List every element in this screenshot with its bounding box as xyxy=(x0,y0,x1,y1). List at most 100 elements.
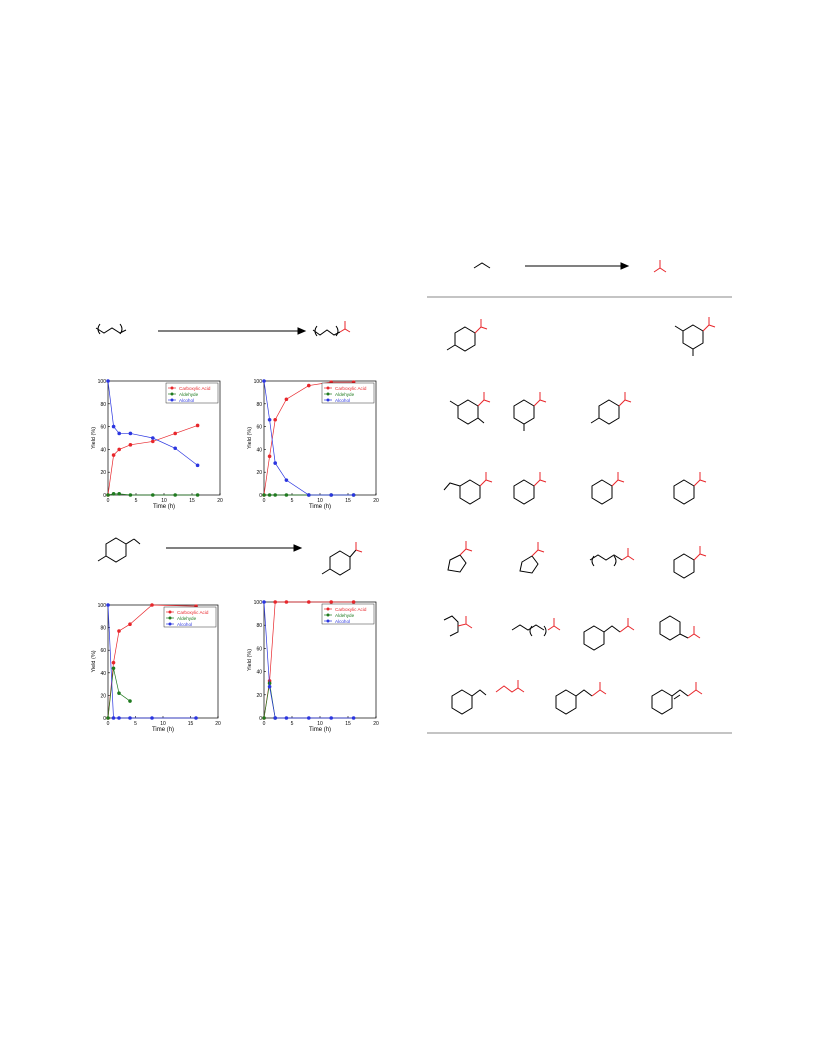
substrate-2-ethylbutanoic-acid xyxy=(443,615,473,637)
data-point xyxy=(262,493,266,497)
data-point xyxy=(307,383,311,388)
data-point xyxy=(329,600,334,604)
x-axis-label: Time (h) xyxy=(153,504,175,510)
y-tick-label: 100 xyxy=(254,379,263,385)
y-tick-label: 80 xyxy=(256,402,262,408)
substrate-long-chain-acid xyxy=(511,618,561,637)
data-point xyxy=(117,447,121,452)
data-point xyxy=(273,716,278,720)
legend-label: Carboxylic Acid xyxy=(335,607,367,612)
data-point xyxy=(267,454,272,459)
data-point xyxy=(307,600,311,604)
y-tick-label: 0 xyxy=(259,493,262,499)
data-point xyxy=(329,716,334,720)
data-point xyxy=(267,684,272,689)
data-point xyxy=(173,446,177,451)
reactant-structure-1 xyxy=(95,327,127,334)
legend-marker xyxy=(168,610,172,614)
legend-box xyxy=(165,382,219,404)
data-point xyxy=(284,493,289,497)
x-tick-label: 10 xyxy=(161,498,167,504)
data-point xyxy=(128,493,133,497)
legend-marker xyxy=(326,613,330,617)
substrate-benzoic-acid-a xyxy=(513,472,547,505)
data-point xyxy=(173,431,177,436)
substrate-table xyxy=(427,260,732,734)
y-tick-label: 60 xyxy=(100,425,106,431)
substrate-4-methylbenzoic-acid-b xyxy=(590,392,632,425)
legend-label: Carboxylic Acid xyxy=(177,610,209,615)
x-tick-label: 0 xyxy=(107,721,110,727)
legend-label: Alcohol xyxy=(335,619,350,624)
yield-chart-1: 0 5 10 15 20 0 20 40 60 80 100 Time (h) Yield (%) Car… xyxy=(91,379,223,510)
data-point xyxy=(262,379,266,383)
data-point xyxy=(273,461,278,465)
data-point xyxy=(111,716,116,720)
substrate-3-phenylpropanoic-acid-a xyxy=(583,618,635,651)
substrate-2-4-dimethylbenzoic-acid xyxy=(449,392,491,425)
data-point xyxy=(117,431,121,436)
data-point xyxy=(273,493,278,497)
y-axis-label: Yield (%) xyxy=(91,427,97,449)
legend-label: Aldehyde xyxy=(335,613,355,618)
data-point xyxy=(351,716,356,720)
series-line xyxy=(107,425,198,496)
y-tick-label: 60 xyxy=(100,648,106,654)
legend-box xyxy=(163,606,217,628)
data-point xyxy=(284,716,289,720)
data-point xyxy=(106,379,110,383)
substrate-indane-acid xyxy=(443,472,493,505)
data-point xyxy=(273,417,278,422)
legend-marker xyxy=(170,398,174,402)
data-point xyxy=(150,603,154,607)
reaction-scheme-1 xyxy=(95,321,351,337)
y-tick-label: 0 xyxy=(103,716,106,722)
y-tick-label: 0 xyxy=(103,493,106,499)
x-axis-label: Time (h) xyxy=(309,727,331,733)
data-point xyxy=(117,716,121,720)
y-tick-label: 0 xyxy=(259,716,262,722)
data-point xyxy=(128,443,133,447)
y-tick-label: 40 xyxy=(256,447,262,453)
data-point xyxy=(128,716,132,720)
series-line xyxy=(107,668,131,719)
data-point xyxy=(128,622,132,627)
x-tick-label: 5 xyxy=(291,721,294,727)
x-tick-label: 10 xyxy=(317,721,323,727)
substrate-benzoic-acid-c xyxy=(673,472,707,505)
series-line xyxy=(107,604,196,719)
data-point xyxy=(267,417,272,422)
legend-label: Alcohol xyxy=(335,398,350,403)
x-tick-label: 5 xyxy=(135,498,138,504)
data-point xyxy=(267,493,272,497)
data-point xyxy=(106,493,110,497)
y-axis-label: Yield (%) xyxy=(247,649,253,671)
legend-marker xyxy=(170,386,174,390)
substrate-alkanoic-acid xyxy=(589,548,635,567)
data-point xyxy=(284,600,289,604)
y-tick-label: 60 xyxy=(256,425,262,431)
data-point xyxy=(111,666,116,671)
data-point xyxy=(111,660,116,665)
y-tick-label: 80 xyxy=(100,626,106,632)
data-point xyxy=(106,603,110,607)
x-tick-label: 5 xyxy=(291,498,294,504)
legend-label: Carboxylic Acid xyxy=(335,386,367,391)
data-point xyxy=(117,492,121,496)
substrate-4-phenylbutanoic-acid xyxy=(451,680,525,715)
legend-label: Alcohol xyxy=(177,622,192,627)
series-line xyxy=(107,604,197,719)
x-tick-label: 10 xyxy=(317,498,323,504)
data-point xyxy=(262,716,266,720)
x-tick-label: 15 xyxy=(189,498,195,504)
data-point xyxy=(284,478,289,482)
x-tick-label: 20 xyxy=(215,721,221,727)
substrate-benzoic-acid-b xyxy=(591,472,625,505)
legend-label: Alcohol xyxy=(179,398,194,403)
y-tick-label: 80 xyxy=(256,623,262,629)
legend-label: Aldehyde xyxy=(335,392,355,397)
substrate-3-5-dimethylbenzoic-acid xyxy=(674,317,716,356)
y-tick-label: 60 xyxy=(256,646,262,652)
legend-box xyxy=(321,603,375,625)
